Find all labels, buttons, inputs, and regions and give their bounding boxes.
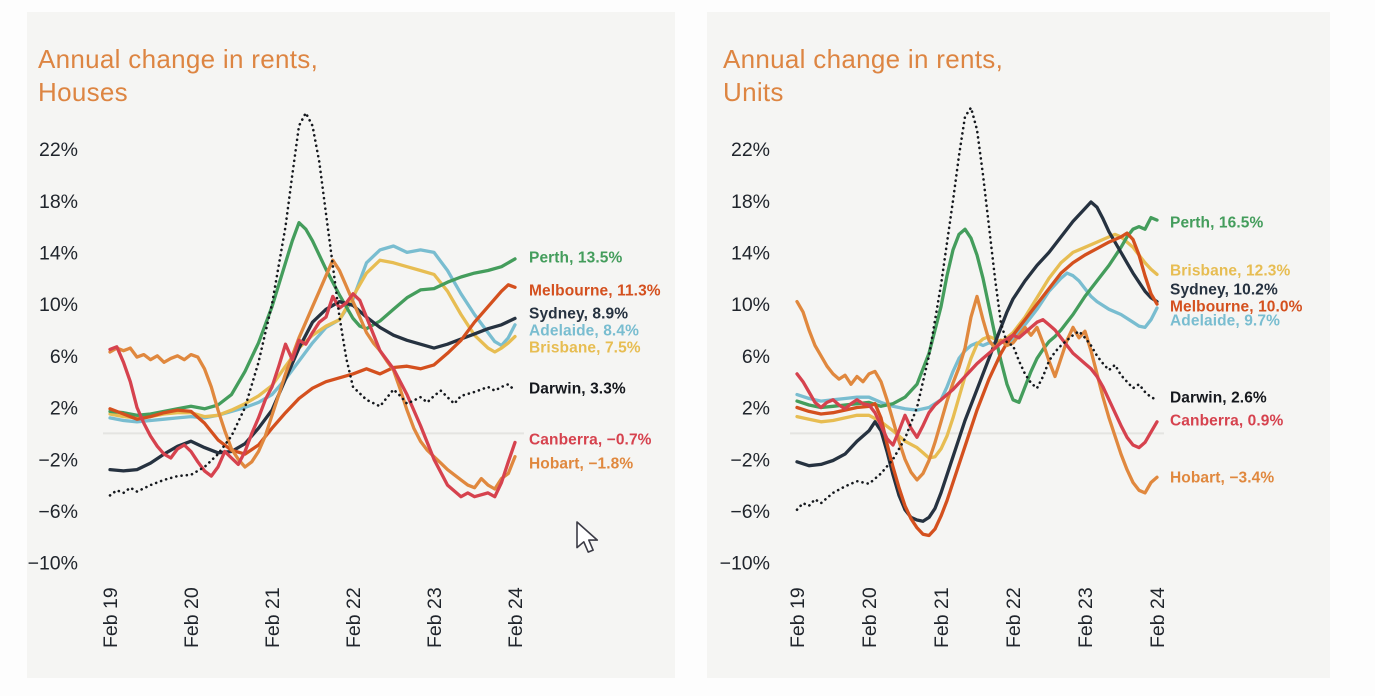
x-axis-tick-label: Feb 21 xyxy=(262,587,284,648)
chart-panel-units: Annual change in rents, Units 22% 18% 14% 1… xyxy=(707,12,1330,678)
y-axis-tick-label: 2% xyxy=(50,398,78,420)
series-label-perth: Perth, 16.5% xyxy=(1170,215,1264,232)
series-label-canberra: Canberra, 0.9% xyxy=(1170,413,1284,430)
y-axis-tick-label: 14% xyxy=(39,242,78,264)
series-label-canberra: Canberra, −0.7% xyxy=(529,432,652,449)
y-axis-tick-label: −6% xyxy=(730,501,770,523)
series-label-darwin: Darwin, 2.6% xyxy=(1170,390,1267,407)
series-label-melbourne: Melbourne, 11.3% xyxy=(529,283,661,300)
y-axis-tick-label: 6% xyxy=(50,346,78,368)
y-axis-tick-label: 22% xyxy=(731,139,770,161)
series-line-canberra xyxy=(795,318,1159,450)
series-line-brisbane xyxy=(795,232,1159,460)
x-axis-tick-label: Feb 23 xyxy=(424,587,446,648)
chart-title-houses: Annual change in rents, Houses xyxy=(38,43,318,109)
chart-svg: 22% 18% 14% 10% 6% 2% −2% −6% −10% Feb 19 Feb 20 Fe… xyxy=(720,106,1303,648)
y-axis-tick-label: 10% xyxy=(39,294,78,316)
series-label-adelaide: Adelaide, 8.4% xyxy=(529,323,639,340)
x-axis-tick-label: Feb 24 xyxy=(1147,587,1169,648)
series-label-sydney: Sydney, 8.9% xyxy=(529,306,628,323)
chart-title-units: Annual change in rents, Units xyxy=(723,43,1003,109)
x-axis-tick-label: Feb 20 xyxy=(859,587,881,648)
chart-svg: 22% 18% 14% 10% 6% 2% −2% −6% −10% Feb 19 Feb 20 Fe… xyxy=(28,111,661,648)
series-label-perth: Perth, 13.5% xyxy=(529,250,623,267)
series-label-darwin: Darwin, 3.3% xyxy=(529,381,626,398)
y-axis-tick-label: 18% xyxy=(39,191,78,213)
series-label-melbourne: Melbourne, 10.0% xyxy=(1170,299,1303,316)
chart-title-line1: Annual change in rents, xyxy=(723,44,1004,74)
x-axis-tick-label: Feb 22 xyxy=(1003,587,1025,648)
y-axis-tick-label: −2% xyxy=(730,449,770,471)
x-axis-tick-label: Feb 20 xyxy=(181,587,203,648)
y-axis-tick-label: −6% xyxy=(38,501,78,523)
y-axis-tick-label: 2% xyxy=(742,398,770,420)
series-label-sydney: Sydney, 10.2% xyxy=(1170,282,1278,299)
y-axis-tick-label: 6% xyxy=(742,346,770,368)
series-line-perth xyxy=(795,215,1159,410)
y-axis-tick-label: −10% xyxy=(720,553,770,575)
series-label-brisbane: Brisbane, 7.5% xyxy=(529,340,641,357)
series-line-sydney xyxy=(108,299,517,473)
chart-title-line2: Houses xyxy=(38,77,128,107)
series-line-melbourne xyxy=(108,283,517,456)
y-axis-tick-label: 18% xyxy=(731,191,770,213)
y-axis-tick-label: 14% xyxy=(731,242,770,264)
mouse-cursor-icon xyxy=(576,521,599,553)
x-axis-tick-label: Feb 24 xyxy=(505,587,527,648)
x-axis-tick-label: Feb 23 xyxy=(1075,587,1097,648)
y-axis-tick-label: −2% xyxy=(38,449,78,471)
series-line-darwin xyxy=(108,111,517,497)
y-axis-tick-label: 22% xyxy=(39,139,78,161)
x-axis-tick-label: Feb 22 xyxy=(343,587,365,648)
series-label-hobart: Hobart, −3.4% xyxy=(1170,470,1274,487)
series-label-hobart: Hobart, −1.8% xyxy=(529,456,633,473)
chart-panel-houses: Annual change in rents, Houses 22% 18% 14%… xyxy=(27,12,675,678)
x-axis-tick-label: Feb 19 xyxy=(787,587,809,648)
y-axis-tick-label: −10% xyxy=(28,553,78,575)
series-line-canberra xyxy=(108,292,517,499)
series-line-hobart xyxy=(795,294,1159,495)
series-line-perth xyxy=(108,221,517,417)
series-line-melbourne xyxy=(795,231,1159,538)
series-line-hobart xyxy=(108,258,517,491)
units-plot-area: 22% 18% 14% 10% 6% 2% −2% −6% −10% Feb 19 Feb 20 Fe… xyxy=(707,12,1330,678)
x-axis-tick-label: Feb 21 xyxy=(931,587,953,648)
y-axis-tick-label: 10% xyxy=(731,294,770,316)
series-label-adelaide: Adelaide, 9.7% xyxy=(1170,313,1280,330)
chart-title-line2: Units xyxy=(723,77,784,107)
chart-title-line1: Annual change in rents, xyxy=(38,44,319,74)
x-axis-tick-label: Feb 19 xyxy=(100,587,122,648)
series-line-darwin xyxy=(795,106,1159,512)
series-line-sydney xyxy=(795,200,1159,523)
series-label-brisbane: Brisbane, 12.3% xyxy=(1170,263,1291,280)
houses-plot-area: 22% 18% 14% 10% 6% 2% −2% −6% −10% Feb 19 Feb 20 Fe… xyxy=(27,12,675,678)
